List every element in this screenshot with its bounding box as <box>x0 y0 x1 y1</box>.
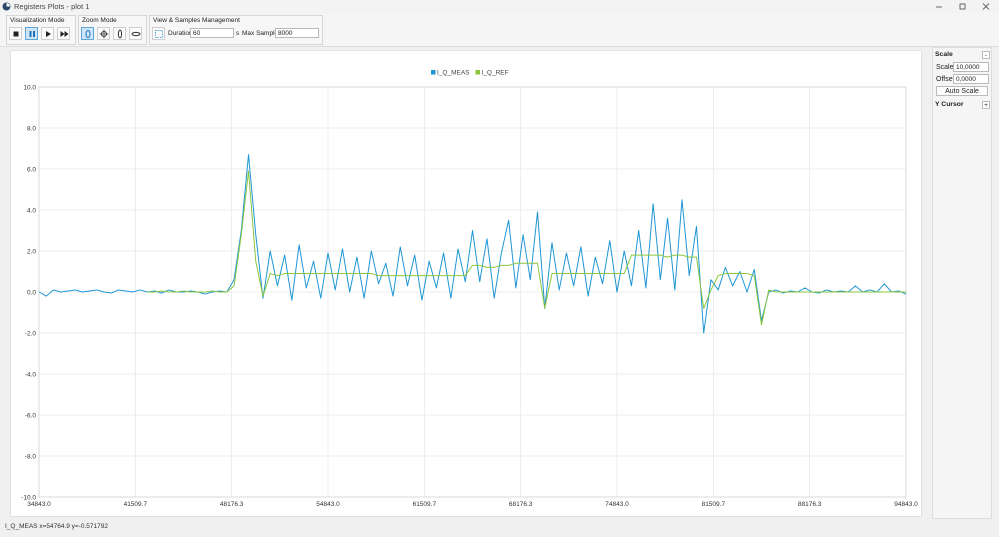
stop-button[interactable] <box>9 27 22 40</box>
scale-header: Scale <box>935 51 953 58</box>
x-tick-label: 54843.0 <box>316 501 340 508</box>
x-tick-label: 48176.3 <box>220 501 244 508</box>
group-label: Zoom Mode <box>82 17 117 24</box>
group-label: Visualization Mode <box>10 17 65 24</box>
scale-input[interactable]: 10,0000 <box>953 62 989 72</box>
group-label: View & Samples Management <box>153 17 240 24</box>
y-cursor-header: Y Cursor <box>935 101 964 108</box>
max-samples-value: 8000 <box>278 30 293 37</box>
app-icon <box>2 2 11 11</box>
series-line <box>38 154 907 334</box>
legend-swatch <box>475 70 481 75</box>
x-tick-label: 88176.3 <box>798 501 822 508</box>
max-samples-label: Max Samples <box>242 30 282 37</box>
y-cursor-toggle[interactable]: + <box>982 101 990 109</box>
fast-forward-button[interactable] <box>57 27 70 40</box>
zoom-x-button[interactable] <box>129 27 142 40</box>
window-title: Registers Plots - plot 1 <box>14 2 90 11</box>
y-tick-label: 0.0 <box>27 289 36 296</box>
toolbar: Visualization Mode Zoom Mode View & Samp… <box>0 13 999 47</box>
offset-value: 0,0000 <box>956 76 976 83</box>
y-tick-label: -4.0 <box>25 371 37 378</box>
y-tick-label: -6.0 <box>25 412 37 419</box>
offset-input[interactable]: 0,0000 <box>953 74 989 84</box>
fit-view-button[interactable] <box>152 27 165 40</box>
visualization-mode-group: Visualization Mode <box>6 15 76 45</box>
x-tick-label: 34843.0 <box>27 501 51 508</box>
legend-label: I_Q_MEAS <box>437 70 470 77</box>
status-bar: I_Q_MEAS x=54764.9 y=-0.571792 <box>5 523 108 530</box>
window-controls[interactable] <box>930 2 996 11</box>
zoom-mode-group: Zoom Mode <box>78 15 147 45</box>
y-tick-label: 4.0 <box>27 207 36 214</box>
scale-label: Scale <box>936 64 954 71</box>
pause-button[interactable] <box>25 27 38 40</box>
scale-value: 10,0000 <box>956 64 980 71</box>
x-tick-label: 74843.0 <box>605 501 629 508</box>
zoom-xy-button[interactable] <box>81 27 94 40</box>
duration-unit: s <box>236 30 240 37</box>
y-tick-label: 2.0 <box>27 248 36 255</box>
title-bar: Registers Plots - plot 1 <box>0 0 999 13</box>
y-tick-label: 8.0 <box>27 125 36 132</box>
offset-label: Offset <box>936 76 955 83</box>
y-tick-label: 10.0 <box>23 84 36 91</box>
zoom-y-button[interactable] <box>113 27 126 40</box>
scale-toggle[interactable]: - <box>982 51 990 59</box>
legend-swatch <box>431 70 436 75</box>
duration-value: 60 <box>193 30 201 37</box>
chart-panel: 10.0 8.0 6.0 4.0 2.0 0.0 -2.0 -4.0 -6.0 -8.0 -10.0… <box>10 50 922 517</box>
x-tick-label: 68176.3 <box>509 501 533 508</box>
y-tick-label: -2.0 <box>25 330 37 337</box>
side-panel: Scale - Scale 10,0000 Offset 0,0000 Auto… <box>932 47 992 519</box>
x-tick-label: 81509.7 <box>702 501 726 508</box>
y-tick-label: 6.0 <box>27 166 36 173</box>
x-tick-label: 61509.7 <box>413 501 437 508</box>
y-tick-label: -8.0 <box>25 453 37 460</box>
duration-label: Duration <box>168 30 193 37</box>
x-tick-label: 41509.7 <box>124 501 148 508</box>
x-tick-label: 94843.0 <box>894 501 918 508</box>
duration-input[interactable]: 60 <box>190 28 234 38</box>
legend-label: I_Q_REF <box>482 70 509 77</box>
zoom-pan-button[interactable] <box>97 27 110 40</box>
play-button[interactable] <box>41 27 54 40</box>
view-samples-group: View & Samples Management Duration 60 s … <box>149 15 323 45</box>
legend: I_Q_MEAS I_Q_REF <box>431 70 509 77</box>
y-tick-label: -10.0 <box>21 494 36 501</box>
series-line <box>147 170 906 326</box>
chart: 10.0 8.0 6.0 4.0 2.0 0.0 -2.0 -4.0 -6.0 -8.0 -10.0… <box>21 70 918 509</box>
max-samples-input[interactable]: 8000 <box>275 28 319 38</box>
auto-scale-button[interactable]: Auto Scale <box>936 86 988 96</box>
